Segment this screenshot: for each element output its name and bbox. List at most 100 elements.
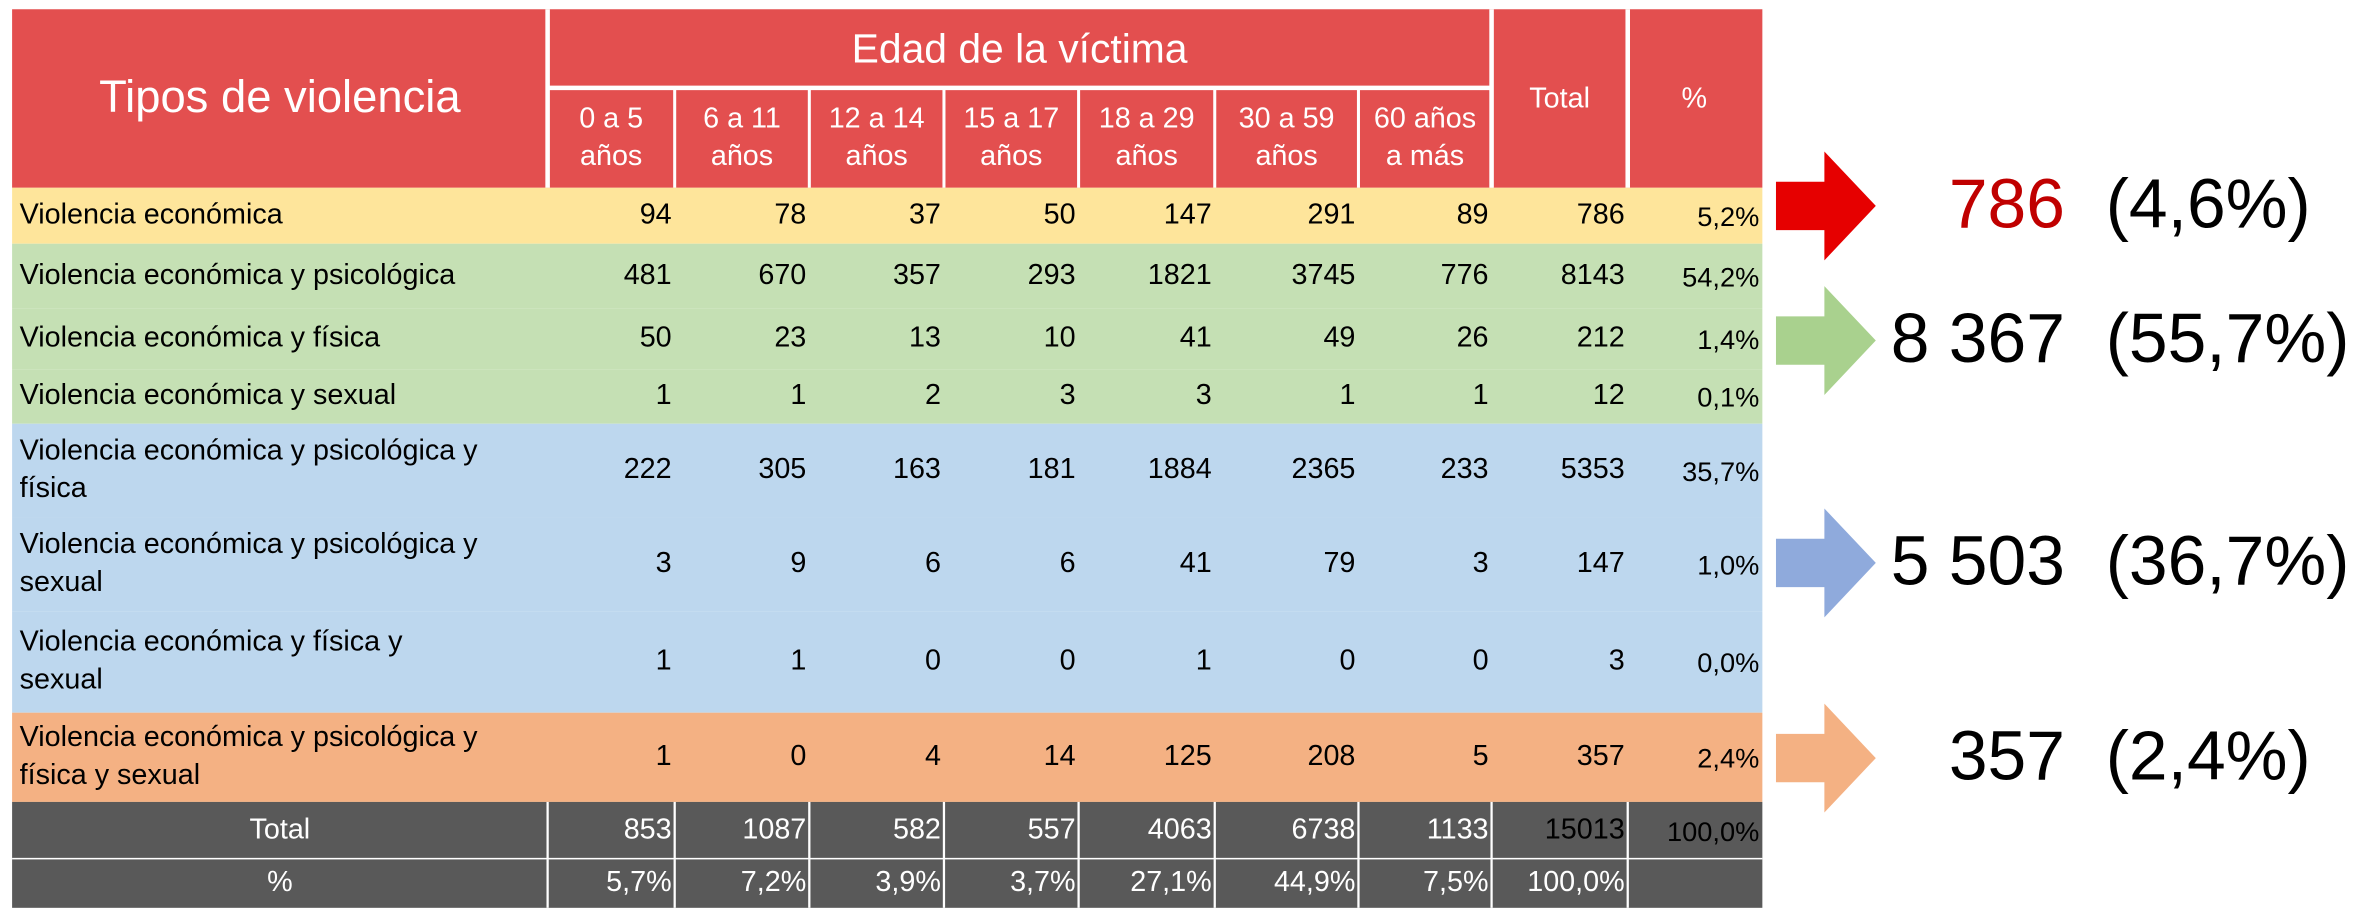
row-label: sexual <box>20 664 103 696</box>
total-header: Total <box>1529 83 1590 115</box>
cell: 1133 <box>1427 813 1489 845</box>
row-label: Violencia económica y física y <box>20 626 403 658</box>
cell: 557 <box>1028 813 1076 845</box>
cell: 1 <box>1339 379 1355 411</box>
row-bg <box>12 187 1763 244</box>
age-header: 6 a 11 <box>703 102 781 134</box>
cell: 50 <box>1044 198 1076 230</box>
age-header: 0 a 5 <box>579 102 643 134</box>
row-bg <box>12 517 1763 612</box>
callout-value: 8 367 <box>1891 299 2065 377</box>
cell: 9 <box>790 547 806 579</box>
callout-percent: (2,4%) <box>2106 716 2311 794</box>
cell-percent: 0,0% <box>1697 647 1759 678</box>
cell-total: 212 <box>1577 322 1625 354</box>
cell-percent: 54,2% <box>1682 261 1759 292</box>
cell: 6738 <box>1291 813 1355 845</box>
row-bg <box>12 369 1763 424</box>
age-header: 30 a 59 <box>1239 102 1335 134</box>
cell-percent: 100,0% <box>1667 816 1759 847</box>
cell: 222 <box>624 453 672 485</box>
age-header: años <box>711 140 773 172</box>
cell: 3 <box>656 547 672 579</box>
cell: 0 <box>1339 645 1355 677</box>
row-label: física y sexual <box>20 759 200 791</box>
cell: 481 <box>624 259 672 291</box>
row-label: Violencia económica y psicológica y <box>20 434 479 466</box>
row-label: Violencia económica y psicológica <box>20 259 456 291</box>
cell: 233 <box>1441 453 1489 485</box>
cell-percent: 5,2% <box>1697 201 1759 232</box>
cell-total: 8143 <box>1561 259 1625 291</box>
cell-total: 100,0% <box>1527 866 1624 898</box>
cell: 3 <box>1473 547 1489 579</box>
cell: 291 <box>1307 198 1355 230</box>
cell-total: 357 <box>1577 740 1625 772</box>
callout-value: 5 503 <box>1891 521 2065 599</box>
cell: 50 <box>640 322 672 354</box>
cell: 305 <box>758 453 806 485</box>
cell-percent: 0,1% <box>1697 382 1759 413</box>
header-title: Tipos de violencia <box>99 71 461 122</box>
cell: 293 <box>1028 259 1076 291</box>
cell: 7,2% <box>741 866 806 898</box>
row-label: Violencia económica y física <box>20 322 380 354</box>
cell: 4 <box>925 740 941 772</box>
header-bg <box>12 9 1763 188</box>
cell: 163 <box>893 453 941 485</box>
age-header: años <box>980 140 1042 172</box>
cell-total: 5353 <box>1561 453 1625 485</box>
cell: 0 <box>925 645 941 677</box>
cell-total: 3 <box>1609 645 1625 677</box>
cell: 1 <box>656 645 672 677</box>
callout-percent: (36,7%) <box>2106 521 2350 599</box>
cell: 2 <box>925 379 941 411</box>
header-group: Edad de la víctima <box>852 25 1188 71</box>
callout-percent: (55,7%) <box>2106 299 2350 377</box>
row-label: Total <box>250 813 311 845</box>
cell: 78 <box>774 198 806 230</box>
callout-value: 786 <box>1949 164 2065 242</box>
callout-percent: (4,6%) <box>2106 164 2311 242</box>
row-label: Violencia económica <box>20 198 283 230</box>
cell: 3 <box>1060 379 1076 411</box>
cell: 3745 <box>1291 259 1355 291</box>
row-label: Violencia económica y sexual <box>20 379 396 411</box>
cell: 1087 <box>742 813 806 845</box>
cell: 670 <box>758 259 806 291</box>
cell: 3,7% <box>1010 866 1075 898</box>
percent-header: % <box>1682 83 1708 115</box>
cell: 26 <box>1457 322 1489 354</box>
cell: 10 <box>1044 322 1076 354</box>
cell: 37 <box>909 198 941 230</box>
cell: 44,9% <box>1274 866 1355 898</box>
cell: 1 <box>656 379 672 411</box>
cell: 5 <box>1473 740 1489 772</box>
cell: 7,5% <box>1423 866 1489 898</box>
cell: 1 <box>790 379 806 411</box>
row-bg <box>12 611 1763 713</box>
cell-percent: 1,4% <box>1697 324 1759 355</box>
cell: 89 <box>1457 198 1489 230</box>
cell: 181 <box>1028 453 1076 485</box>
age-header: años <box>845 140 907 172</box>
row-bg <box>12 712 1763 802</box>
age-header: 18 a 29 <box>1099 102 1195 134</box>
cell: 41 <box>1180 547 1212 579</box>
cell: 49 <box>1323 322 1355 354</box>
age-header: 15 a 17 <box>963 102 1059 134</box>
cell: 94 <box>640 198 672 230</box>
cell: 3,9% <box>875 866 940 898</box>
callout-value: 357 <box>1949 716 2065 794</box>
cell: 6 <box>925 547 941 579</box>
cell: 79 <box>1323 547 1355 579</box>
cell: 41 <box>1180 322 1212 354</box>
row-bg <box>12 859 1763 908</box>
arrow <box>1775 703 1876 813</box>
cell: 125 <box>1164 740 1212 772</box>
arrow <box>1775 286 1876 396</box>
cell-percent: 1,0% <box>1697 550 1759 581</box>
row-label: Violencia económica y psicológica y <box>20 721 479 753</box>
cell: 853 <box>624 813 672 845</box>
cell: 147 <box>1164 198 1212 230</box>
